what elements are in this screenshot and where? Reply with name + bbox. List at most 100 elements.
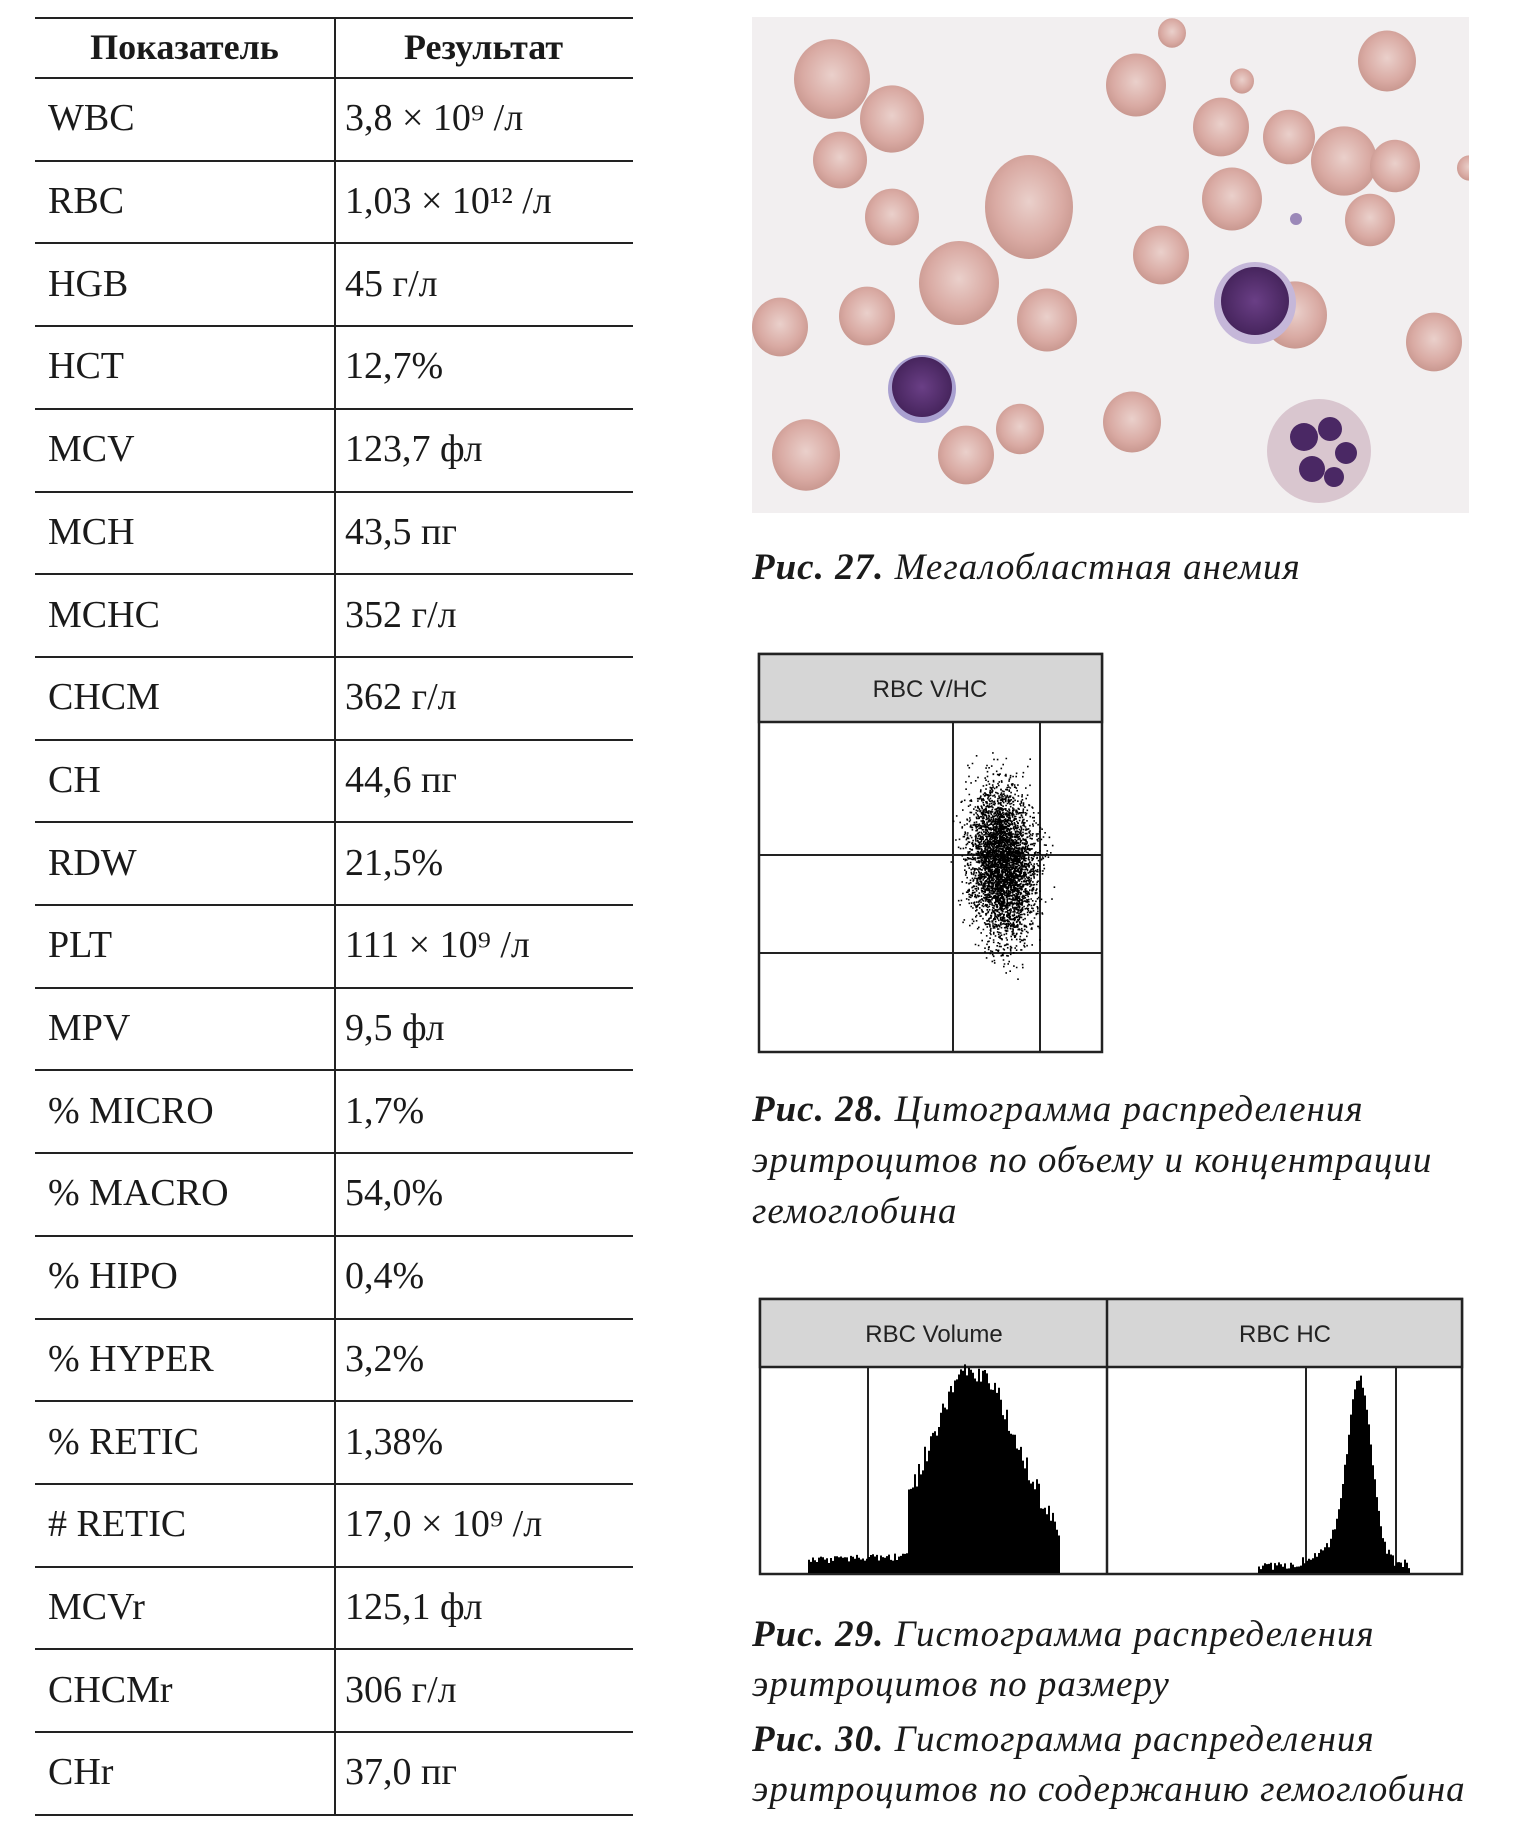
micrograph (752, 17, 1469, 513)
neutrophil-lobe (1299, 456, 1325, 482)
scatter-cytogram: RBC V/HC (757, 652, 1104, 1054)
red-cell (1133, 225, 1189, 285)
red-cell (1263, 109, 1315, 165)
red-cell (752, 297, 808, 357)
header-cell: Показатель (90, 27, 279, 67)
parameter: HGB (48, 262, 129, 305)
neutrophil-lobe (1335, 442, 1357, 464)
table-rule (35, 1813, 633, 1816)
red-cell (1406, 312, 1462, 372)
parameter: % RETIC (48, 1420, 199, 1463)
red-cell (865, 188, 919, 246)
neutrophil-lobe (1324, 467, 1344, 487)
table-rule (35, 1317, 633, 1320)
result: 1,7% (345, 1089, 425, 1132)
parameter: HCT (48, 345, 124, 388)
panel-header (758, 1297, 1464, 1369)
parameter: RBC (48, 180, 125, 223)
result: 44,6 пг (345, 758, 457, 801)
platelet (1290, 213, 1302, 225)
red-cell (839, 286, 895, 346)
caption-text: Гистограмма распределения (894, 1719, 1375, 1760)
result: 54,0% (345, 1172, 444, 1215)
neutrophil-lobe (1318, 417, 1342, 441)
lymphocyte-nucleus (1221, 267, 1289, 335)
neutrophil (1267, 399, 1371, 503)
red-cell (1193, 97, 1249, 157)
parameter: % HIPO (48, 1255, 178, 1298)
parameter: % MACRO (48, 1172, 229, 1215)
red-cell (860, 85, 924, 153)
result: 352 г/л (345, 593, 457, 636)
result: 9,5 фл (345, 1007, 445, 1050)
table-rule (35, 407, 633, 410)
red-cell (1017, 288, 1077, 352)
parameter: # RETIC (48, 1503, 187, 1546)
parameter: MCHC (48, 593, 160, 636)
red-cell (794, 39, 870, 119)
result: 1,38% (345, 1420, 444, 1463)
parameter: CHCMr (48, 1668, 173, 1711)
caption-text: эритроцитов по объему и концентрации (752, 1140, 1433, 1181)
caption-line: Рис. 28. Цитограмма распределения (752, 1091, 1364, 1128)
caption-line: эритроцитов по объему и концентрации (752, 1142, 1432, 1179)
red-cell (919, 241, 999, 325)
parameter: WBC (48, 97, 135, 140)
caption-text: Цитограмма распределения (894, 1089, 1364, 1130)
table-rule (35, 1648, 633, 1651)
table-rule (35, 1234, 633, 1237)
table-rule (35, 738, 633, 741)
red-cell (1103, 391, 1161, 453)
red-cell (996, 403, 1044, 455)
red-cell (1311, 126, 1377, 196)
figure-label: Рис. 28. (752, 1089, 885, 1130)
result: 45 г/л (345, 262, 438, 305)
caption-line: эритроцитов по размеру (752, 1666, 1170, 1703)
table-rule (35, 159, 633, 162)
lymphocyte-nucleus (892, 357, 952, 417)
neutrophil-lobe (1290, 423, 1318, 451)
result: 123,7 фл (345, 428, 483, 471)
result: 306 г/л (345, 1668, 457, 1711)
panel-title: RBC HC (1239, 1321, 1331, 1348)
red-cell (938, 425, 994, 485)
result: 111 × 10⁹ /л (345, 924, 530, 967)
histograms: RBC Volume RBC HC (758, 1297, 1464, 1576)
hc-histogram (1258, 1375, 1410, 1573)
column-rule (334, 17, 336, 1814)
caption-line: гемоглобина (752, 1193, 958, 1230)
parameter: MCVr (48, 1585, 145, 1628)
result: 1,03 × 10¹² /л (345, 180, 552, 223)
red-cell (813, 131, 867, 189)
result: 0,4% (345, 1255, 425, 1298)
parameter: MCH (48, 510, 135, 553)
red-cell (1230, 68, 1254, 94)
table-rule (35, 490, 633, 493)
parameter: PLT (48, 924, 113, 967)
panel-header (757, 652, 1104, 724)
parameter: CH (48, 758, 101, 801)
table-rule (35, 821, 633, 824)
caption-line: Рис. 29. Гистограмма распределения (752, 1616, 1375, 1653)
red-cell (1358, 30, 1416, 92)
caption-text: эритроцитов по размеру (752, 1664, 1170, 1705)
result: 3,2% (345, 1337, 425, 1380)
caption-line: Рис. 27. Мегалобластная анемия (752, 549, 1301, 586)
table-rule (35, 242, 633, 245)
red-cell (985, 155, 1073, 259)
caption-text: Мегалобластная анемия (894, 547, 1301, 588)
result: 12,7% (345, 345, 444, 388)
table-rule (35, 325, 633, 328)
table-rule (35, 573, 633, 576)
table-rule (35, 1400, 633, 1403)
figure-label: Рис. 29. (752, 1614, 885, 1655)
caption-line: Рис. 30. Гистограмма распределения (752, 1721, 1375, 1758)
caption-text: эритроцитов по содержанию гемоглобина (752, 1769, 1466, 1810)
red-cell (1202, 167, 1262, 231)
result: 17,0 × 10⁹ /л (345, 1503, 543, 1546)
parameter: MCV (48, 428, 135, 471)
red-cell (1158, 18, 1186, 48)
parameter: CHCM (48, 676, 160, 719)
result: 125,1 фл (345, 1585, 483, 1628)
